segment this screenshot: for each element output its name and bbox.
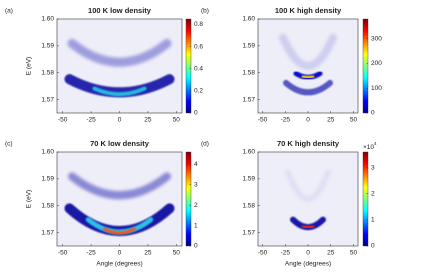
panel-title: 100 K high density [275, 6, 342, 15]
x-tick-label: 0 [306, 250, 310, 257]
intensity-band [301, 224, 315, 229]
y-tick-label: 1.57 [41, 229, 54, 236]
colorbar-tick-label: 0 [371, 243, 375, 250]
colorbar-tick-label: 0.4 [194, 65, 203, 72]
y-tick-label: 1.58 [242, 69, 255, 76]
x-tick-label: 25 [144, 250, 152, 257]
panel-title: 100 K low density [88, 6, 152, 15]
colorbar-tick-label: 100 [371, 85, 382, 92]
y-tick-label: 1.59 [41, 176, 54, 183]
intensity-band [103, 227, 136, 235]
y-axis-label: E (eV) [26, 190, 33, 208]
intensity-band [279, 33, 337, 70]
y-tick-label: 1.60 [242, 149, 255, 156]
y-tick-label: 1.57 [41, 96, 54, 103]
colorbar-tick-label: 1 [371, 217, 375, 224]
colorbar [362, 151, 369, 247]
y-axis-label: E (eV) [26, 57, 33, 75]
colorbar-tick-label: 0 [371, 110, 375, 117]
x-tick-label: -25 [281, 250, 291, 257]
intensity-band [283, 79, 333, 96]
panel-label: (d) [201, 141, 209, 148]
y-tick-label: 1.57 [242, 96, 255, 103]
panel-title: 70 K high density [277, 139, 340, 148]
x-tick-label: 0 [306, 117, 310, 124]
x-tick-label: 0 [118, 117, 122, 124]
x-tick-label: -50 [58, 250, 68, 257]
x-axis-label: Angle (degrees) [285, 261, 331, 268]
multiplier-exponent: 4 [374, 141, 377, 146]
colorbar-tick-label: 2 [371, 190, 375, 197]
colorbar-tick-label: 0 [194, 110, 198, 117]
multiplier-base: ×10 [363, 144, 374, 151]
intensity-band [67, 38, 172, 67]
colorbar-tick-label: 0.2 [194, 88, 203, 95]
y-tick-label: 1.60 [41, 16, 54, 23]
colorbar [185, 18, 192, 114]
x-tick-label: -25 [86, 250, 96, 257]
x-tick-label: -25 [86, 117, 96, 124]
colorbar [185, 151, 192, 247]
x-tick-label: 25 [144, 117, 152, 124]
x-tick-label: 50 [350, 117, 358, 124]
colorbar [362, 18, 369, 114]
x-tick-label: -50 [58, 117, 68, 124]
x-axis-label: Angle (degrees) [96, 261, 142, 268]
y-tick-label: 1.58 [242, 202, 255, 209]
colorbar-multiplier: ×104 [363, 141, 377, 151]
colorbar-tick-label: 1 [194, 222, 198, 229]
x-tick-label: 0 [118, 250, 122, 257]
heatmap-image [279, 33, 337, 96]
x-tick-label: 50 [350, 250, 358, 257]
intensity-band [68, 172, 171, 200]
x-tick-label: 50 [173, 250, 181, 257]
colorbar-tick-label: 0.6 [194, 43, 203, 50]
intensity-band [301, 74, 315, 79]
x-tick-label: 50 [173, 117, 181, 124]
y-tick-label: 1.58 [41, 202, 54, 209]
colorbar-tick-label: 200 [371, 60, 382, 67]
x-tick-label: 25 [327, 250, 335, 257]
y-tick-label: 1.59 [242, 176, 255, 183]
x-tick-label: 25 [327, 117, 335, 124]
heatmap-image [285, 169, 331, 231]
colorbar-tick-label: 2 [194, 202, 198, 209]
colorbar-tick-label: 3 [194, 181, 198, 188]
x-tick-label: -25 [281, 117, 291, 124]
y-tick-label: 1.57 [242, 229, 255, 236]
panel-title: 70 K low density [90, 139, 150, 148]
y-tick-label: 1.60 [41, 149, 54, 156]
colorbar-tick-label: 0 [194, 243, 198, 250]
x-tick-label: -50 [258, 250, 268, 257]
colorbar-tick-label: 300 [371, 36, 382, 43]
x-tick-label: -50 [258, 117, 268, 124]
colorbar-tick-label: 3 [371, 164, 375, 171]
heatmap-image [64, 38, 175, 98]
panel-label: (b) [201, 8, 209, 15]
panel-label: (c) [5, 141, 13, 148]
intensity-band [92, 86, 147, 97]
colorbar-tick-label: 0.8 [194, 21, 203, 28]
panel-label: (a) [5, 8, 13, 15]
y-tick-label: 1.60 [242, 16, 255, 23]
y-tick-label: 1.58 [41, 69, 54, 76]
heatmap-image [64, 172, 175, 236]
y-tick-label: 1.59 [41, 43, 54, 50]
y-tick-label: 1.59 [242, 43, 255, 50]
intensity-band [285, 169, 331, 202]
colorbar-tick-label: 4 [194, 161, 198, 168]
